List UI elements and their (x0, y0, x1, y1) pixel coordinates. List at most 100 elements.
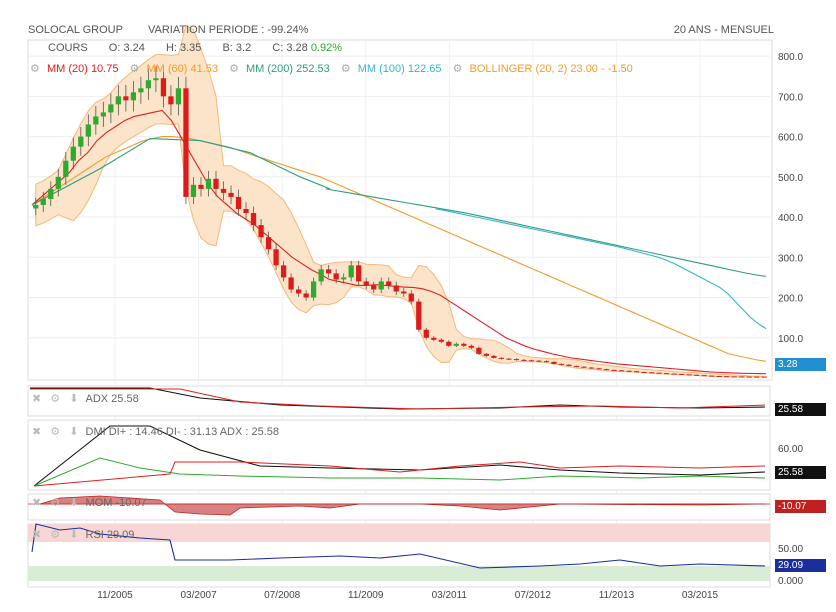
change-value: 0.92% (310, 42, 343, 54)
gear-icon[interactable]: ⚙ (340, 63, 351, 75)
arrow-down-icon[interactable]: ⬇ (69, 497, 79, 509)
candles (33, 66, 767, 378)
gear-icon[interactable]: ⚙ (129, 63, 140, 75)
candle-body (153, 78, 159, 81)
candle-body (603, 369, 610, 371)
mm200-line (31, 138, 331, 206)
rsi-panel-header: ✖ ⚙ ⬇ RSI 29.09 (32, 528, 134, 541)
candle-body (543, 361, 550, 363)
candle-body (198, 184, 204, 189)
candle-body (528, 360, 535, 362)
candle-body (416, 301, 422, 330)
close-icon[interactable]: ✖ (32, 529, 42, 541)
price-badge: 3.28 (775, 358, 826, 371)
candle-body (378, 281, 384, 290)
gear-icon[interactable]: ⚙ (452, 63, 463, 75)
y-tick-label: 600.0 (778, 133, 803, 144)
y-tick-label: 100.0 (778, 334, 803, 345)
close-icon[interactable]: ✖ (32, 393, 42, 405)
arrow-down-icon[interactable]: ⬇ (69, 393, 79, 405)
mm20-line (31, 109, 767, 375)
candle-body (393, 285, 399, 292)
candle-body (656, 372, 662, 374)
candle-body (731, 376, 737, 378)
x-tick-label: 07/2012 (515, 590, 552, 601)
candle-body (213, 178, 219, 189)
candle-body (356, 265, 362, 282)
y-tick-label: 400.0 (778, 213, 803, 224)
candle-body (694, 374, 700, 376)
candle-body (521, 359, 527, 361)
candle-body (341, 277, 347, 280)
x-axis: 11/2005 03/2007 07/2008 11/2009 03/2011 07/20… (97, 590, 718, 601)
rsi-label: RSI 29.09 (85, 529, 135, 541)
candle-body (701, 375, 707, 377)
adx-dmi-line (33, 425, 766, 487)
gear-icon[interactable]: ⚙ (30, 63, 40, 75)
mom-area (39, 495, 766, 516)
close-icon[interactable]: ✖ (32, 426, 42, 438)
mm60-legend[interactable]: MM (60) 41.53 (146, 63, 218, 75)
mom-panel (27, 493, 771, 521)
candle-body (63, 160, 69, 177)
mm100-legend[interactable]: MM (100) 122.65 (357, 63, 442, 75)
gear-icon[interactable]: ⚙ (50, 497, 61, 509)
candle-body (408, 293, 414, 302)
candle-body (108, 104, 114, 113)
dmi-tick-label: 60.00 (778, 444, 803, 455)
y-tick-label: 300.0 (778, 253, 803, 264)
candle-body (48, 188, 54, 199)
adx-label: ADX 25.58 (85, 393, 139, 405)
candle-body (724, 376, 730, 378)
candle-body (371, 285, 377, 290)
candle-body (438, 339, 444, 342)
y-tick-label: 200.0 (778, 294, 803, 305)
gear-icon[interactable]: ⚙ (50, 529, 61, 541)
candle-body (431, 337, 437, 340)
candle-body (746, 376, 752, 378)
candle-body (611, 369, 617, 371)
candle-body (55, 176, 61, 189)
candle-body (633, 371, 640, 373)
mm200-line (325, 188, 767, 277)
candle-body (265, 237, 272, 250)
candle-body (93, 116, 99, 125)
candle-body (138, 88, 144, 93)
candle-body (671, 373, 677, 375)
dmi-panel-header: ✖ ⚙ ⬇ DMI DI+ : 14.46 DI- : 31.13 ADX : … (32, 425, 279, 438)
arrow-down-icon[interactable]: ⬇ (69, 529, 79, 541)
candle-body (446, 341, 452, 346)
candle-body (626, 370, 632, 372)
range-text[interactable]: 20 ANS - MENSUEL (673, 24, 774, 36)
candle-body (551, 361, 557, 364)
di-plus-line (33, 457, 766, 487)
candle-body (506, 358, 512, 360)
gear-icon[interactable]: ⚙ (229, 63, 239, 75)
rsi-tick-label: 50.00 (778, 544, 803, 555)
mm200-legend[interactable]: MM (200) 252.53 (246, 63, 330, 75)
candle-body (258, 225, 264, 238)
candle-body (160, 78, 167, 97)
candle-body (423, 329, 429, 338)
x-tick-label: 07/2008 (264, 590, 301, 601)
candle-body (295, 289, 302, 294)
candle-body (498, 357, 505, 359)
gear-icon[interactable]: ⚙ (50, 393, 61, 405)
candle-body (250, 213, 257, 226)
di-minus-line (33, 461, 766, 487)
candle-body (453, 343, 459, 346)
cours-legend: COURS O: 3.24 H: 3.35 B: 3.2 C: 3.28 0.9… (48, 42, 342, 54)
candle-body (596, 368, 602, 370)
gear-icon[interactable]: ⚙ (50, 426, 61, 438)
candle-body (536, 360, 542, 362)
arrow-down-icon[interactable]: ⬇ (69, 426, 79, 438)
mom-label: MOM -10.07 (85, 497, 147, 509)
low-value: B: 3.2 (222, 42, 252, 54)
close-value: C: 3.28 (272, 42, 308, 54)
bollinger-legend[interactable]: BOLLINGER (20, 2) 23.00 - -1.50 (469, 63, 633, 75)
candle-body (709, 375, 715, 377)
moving-averages (31, 109, 767, 375)
close-icon[interactable]: ✖ (32, 497, 42, 509)
mm20-legend[interactable]: MM (20) 10.75 (46, 63, 119, 75)
cours-label: COURS (48, 42, 88, 54)
